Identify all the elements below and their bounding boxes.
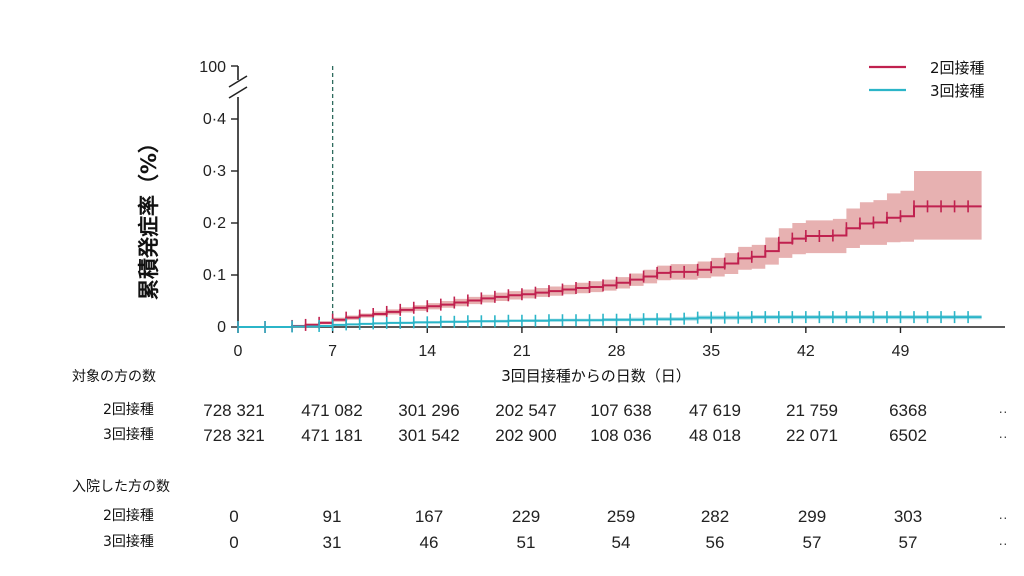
- table-0-row-1-cell-0: 728 321: [203, 426, 264, 445]
- table-0-row-1-cell-2: 301 542: [398, 426, 459, 445]
- table-0-row-1-cell-1: 471 181: [301, 426, 362, 445]
- series-markers: [237, 200, 969, 333]
- x-tick-label-7: 7: [328, 343, 337, 360]
- table-0-row-0-cell-1: 471 082: [301, 401, 362, 420]
- table-0-row-0-cell-4: 107 638: [590, 401, 651, 420]
- table-1-row-0-cell-4: 259: [607, 507, 635, 526]
- legend-label-3回接種: 3回接種: [930, 82, 985, 100]
- y-axis-break-mark-1: [228, 75, 248, 88]
- y-tick-label-0: 0: [217, 319, 226, 336]
- table-0-row-label-0: 2回接種: [103, 401, 154, 418]
- table-0-row-0-cell-2: 301 296: [398, 401, 459, 420]
- table-0-row-0-cell-5: 47 619: [689, 401, 741, 420]
- table-1-row-0-cell-2: 167: [415, 507, 443, 526]
- table-0-row-1-cell-3: 202 900: [495, 426, 556, 445]
- table-1-row-1-cell-6: 57: [803, 533, 822, 552]
- table-0-row-0-cell-8: ··: [998, 403, 1007, 419]
- series-line-2回接種: [238, 205, 982, 328]
- table-0-row-0-cell-6: 21 759: [786, 401, 838, 420]
- x-tick-label-21: 21: [513, 343, 531, 360]
- table-1-row-0-cell-0: 0: [229, 507, 238, 526]
- table-1-row-1-cell-1: 31: [323, 533, 342, 552]
- y-tick-label-3: 0·3: [203, 163, 226, 180]
- table-1-row-1-cell-7: 57: [899, 533, 918, 552]
- table-0-row-1-cell-4: 108 036: [590, 426, 651, 445]
- y-axis-label: 累積発症率（%）: [137, 132, 161, 300]
- table-title-at-risk: 対象の方の数: [72, 369, 156, 385]
- y-tick-label-4: 0·4: [203, 111, 226, 128]
- x-tick-label-0: 0: [234, 343, 243, 360]
- table-0-row-1-cell-8: ··: [998, 428, 1007, 444]
- table-1-row-0-cell-8: ··: [998, 509, 1007, 525]
- x-tick-label-42: 42: [797, 343, 815, 360]
- y-axis-break-mark-2: [228, 86, 248, 99]
- table-1-row-0-cell-6: 299: [798, 507, 826, 526]
- table-1-row-1-cell-8: ··: [998, 535, 1007, 551]
- table-1-row-1-cell-3: 51: [517, 533, 536, 552]
- table-1-row-1-cell-0: 0: [229, 533, 238, 552]
- x-tick-label-49: 49: [892, 343, 910, 360]
- table-cells: 2回接種 728 321 471 082 301 296 202 547 107 638 4…: [103, 401, 1008, 552]
- series-lines: [238, 205, 982, 328]
- x-ticks: 0 7 14 21 28 35 42 49: [234, 327, 910, 360]
- table-1-row-label-1: 3回接種: [103, 533, 154, 550]
- table-1-row-label-0: 2回接種: [103, 507, 154, 524]
- table-0-row-1-cell-6: 22 071: [786, 426, 838, 445]
- table-1-row-0-cell-3: 229: [512, 507, 540, 526]
- table-0-row-0-cell-7: 6368: [889, 401, 927, 420]
- table-1-row-1-cell-2: 46: [420, 533, 439, 552]
- table-0-row-0-cell-3: 202 547: [495, 401, 556, 420]
- table-0-row-label-1: 3回接種: [103, 426, 154, 443]
- y-break-label: 100: [199, 59, 226, 76]
- table-1-row-0-cell-5: 282: [701, 507, 729, 526]
- x-axis-label: 3回目接種からの日数（日）: [501, 367, 691, 385]
- y-ticks: 0 0·1 0·2 0·3 0·4: [203, 111, 238, 336]
- table-0-row-1-cell-5: 48 018: [689, 426, 741, 445]
- axes: 100: [199, 59, 1005, 328]
- table-1-row-0-cell-7: 303: [894, 507, 922, 526]
- x-tick-label-14: 14: [418, 343, 436, 360]
- legend: 2回接種 3回接種: [869, 59, 985, 100]
- legend-label-2回接種: 2回接種: [930, 59, 985, 77]
- table-title-hospitalised: 入院した方の数: [72, 479, 170, 495]
- confidence-bands: [238, 171, 982, 327]
- ci-band-2回接種: [238, 171, 982, 327]
- table-0-row-1-cell-7: 6502: [889, 426, 927, 445]
- series-line-3回接種: [238, 316, 982, 328]
- table-1-row-0-cell-1: 91: [323, 507, 342, 526]
- table-0-row-0-cell-0: 728 321: [203, 401, 264, 420]
- table-1-row-1-cell-5: 56: [706, 533, 725, 552]
- y-tick-label-2: 0·2: [203, 215, 226, 232]
- x-tick-label-35: 35: [702, 343, 720, 360]
- table-1-row-1-cell-4: 54: [612, 533, 631, 552]
- x-tick-label-28: 28: [608, 343, 626, 360]
- y-tick-label-1: 0·1: [203, 267, 226, 284]
